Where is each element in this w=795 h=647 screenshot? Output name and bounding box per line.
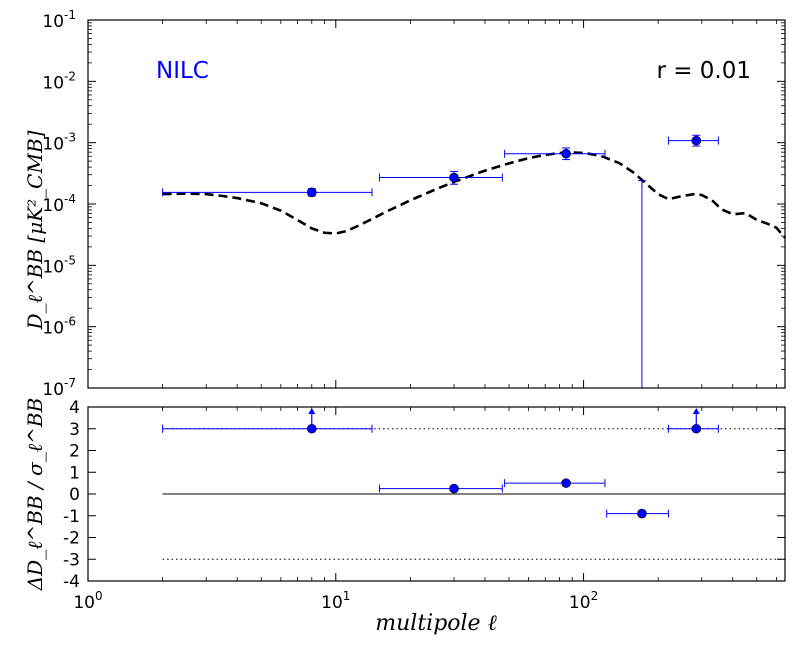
top-data-point	[667, 134, 719, 147]
top-plot-frame	[87, 19, 786, 389]
bottom-data-points	[162, 408, 719, 519]
residual-point	[378, 483, 503, 494]
top-y-axis-label: D_ℓ^BB [μK²_CMB]	[23, 130, 47, 330]
top-data-point	[378, 170, 503, 185]
bottom-y-tick-label: 2	[69, 442, 80, 462]
top-ticks: 10-7 10-6 10-5 10-4 10-3 10-2 10-1	[42, 8, 785, 400]
top-y-tick-label: 10-6	[42, 315, 76, 339]
bottom-plot-frame	[87, 406, 786, 582]
data-marker	[449, 172, 459, 183]
residual-point	[162, 408, 373, 434]
bottom-y-tick-label: -4	[63, 572, 80, 592]
data-marker	[691, 423, 702, 434]
top-data-point	[504, 147, 606, 161]
data-marker	[691, 135, 702, 146]
bottom-y-tick-label: 1	[69, 463, 80, 483]
data-marker	[306, 423, 317, 434]
bottom-y-axis-label: ΔD_ℓ^BB / σ_ℓ^BB	[23, 398, 47, 592]
residual-point	[667, 408, 719, 434]
top-data-point	[162, 187, 373, 198]
bottom-y-tick-label: -3	[63, 550, 80, 570]
top-plot-area	[88, 20, 785, 388]
limit-arrow-head	[692, 408, 700, 414]
data-marker	[637, 508, 647, 519]
top-data-points	[162, 134, 719, 388]
bottom-y-tick-label: 4	[69, 398, 80, 418]
top-data-point	[637, 180, 646, 388]
x-tick-label: 102	[569, 589, 598, 613]
residual-point	[504, 478, 606, 488]
bottom-y-tick-label: -1	[63, 507, 80, 527]
top-y-tick-label: 10-4	[42, 192, 76, 216]
x-axis-label: multipole ℓ	[375, 611, 497, 636]
data-marker	[449, 483, 459, 494]
x-tick-label: 100	[73, 589, 102, 613]
top-y-tick-label: 10-3	[42, 131, 76, 155]
top-y-tick-label: 10-2	[42, 69, 76, 93]
data-marker	[561, 148, 571, 159]
limit-arrow-head	[308, 408, 316, 414]
bottom-y-tick-label: 3	[69, 420, 80, 440]
x-tick-label: 101	[321, 589, 350, 613]
bottom-y-tick-label: 0	[69, 485, 80, 505]
top-y-tick-label: 10-7	[42, 376, 76, 400]
top-y-tick-label: 10-5	[42, 253, 76, 277]
data-marker	[306, 187, 317, 198]
residual-point	[606, 508, 669, 519]
top-panel: 10-7 10-6 10-5 10-4 10-3 10-2 10-1 NILC r = 0.…	[23, 8, 786, 400]
r-value-label: r = 0.01	[656, 58, 751, 84]
top-y-tick-label: 10-1	[42, 8, 76, 32]
bottom-y-tick-label: -2	[63, 529, 80, 549]
data-marker	[561, 478, 571, 488]
method-label: NILC	[156, 58, 209, 84]
